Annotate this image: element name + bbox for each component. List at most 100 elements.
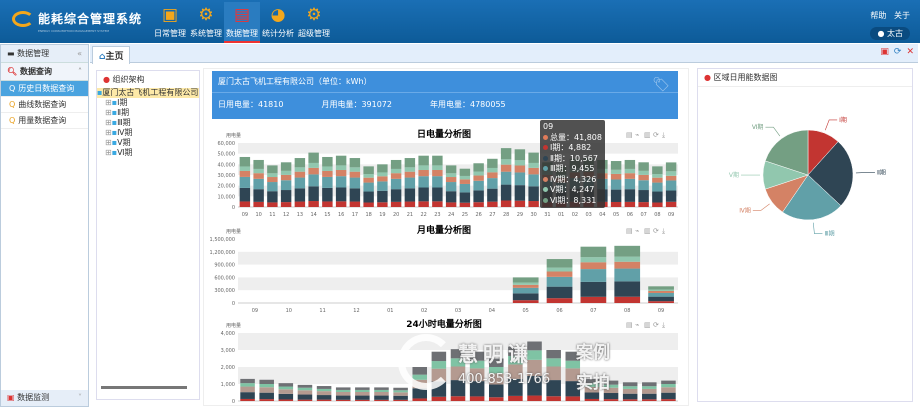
bar-segment[interactable] bbox=[404, 188, 416, 202]
bar-segment[interactable] bbox=[404, 171, 416, 178]
bar-segment[interactable] bbox=[508, 364, 523, 379]
bar-segment[interactable] bbox=[267, 177, 278, 183]
bar-segment[interactable] bbox=[624, 173, 636, 179]
bar-segment[interactable] bbox=[603, 387, 619, 394]
bar-segment[interactable] bbox=[500, 184, 512, 201]
bar-segment[interactable] bbox=[508, 378, 523, 396]
bar-segment[interactable] bbox=[508, 355, 523, 365]
line-icon[interactable]: ⌁ bbox=[635, 321, 639, 329]
bar-segment[interactable] bbox=[546, 286, 573, 299]
bar-segment[interactable] bbox=[652, 177, 663, 183]
bar-segment[interactable] bbox=[648, 286, 674, 290]
collapse-icon[interactable]: « bbox=[77, 49, 82, 58]
bar-segment[interactable] bbox=[512, 287, 539, 294]
bar-segment[interactable] bbox=[487, 167, 498, 173]
restore-icon[interactable]: ⟳ bbox=[653, 321, 659, 329]
bar-segment[interactable] bbox=[648, 290, 674, 293]
bar-segment[interactable] bbox=[450, 349, 466, 359]
tree-node[interactable]: ⊞▪Ⅵ期 bbox=[97, 148, 199, 158]
bar-segment[interactable] bbox=[546, 380, 561, 397]
bar-segment[interactable] bbox=[280, 202, 292, 207]
bar-segment[interactable] bbox=[661, 399, 676, 401]
bar-segment[interactable] bbox=[335, 387, 351, 390]
bar-segment[interactable] bbox=[445, 191, 457, 203]
bar-segment[interactable] bbox=[528, 152, 539, 163]
bar-segment[interactable] bbox=[253, 178, 264, 190]
bar-segment[interactable] bbox=[488, 367, 504, 374]
tree-node[interactable]: ⊞▪Ⅱ期 bbox=[97, 108, 199, 118]
bar-segment[interactable] bbox=[500, 159, 512, 165]
bar-segment[interactable] bbox=[546, 298, 573, 303]
bar-segment[interactable] bbox=[267, 202, 278, 207]
bar-segment[interactable] bbox=[335, 395, 351, 400]
bar-segment[interactable] bbox=[445, 173, 457, 178]
bar-segment[interactable] bbox=[546, 276, 573, 287]
tree-node[interactable]: ⊞▪Ⅳ期 bbox=[97, 128, 199, 138]
bar-segment[interactable] bbox=[335, 176, 347, 188]
bar-segment[interactable] bbox=[335, 391, 351, 396]
bar-segment[interactable] bbox=[418, 165, 429, 170]
bar-segment[interactable] bbox=[603, 399, 619, 401]
bar-segment[interactable] bbox=[280, 180, 292, 191]
bar-segment[interactable] bbox=[374, 395, 389, 400]
bar-segment[interactable] bbox=[473, 175, 484, 181]
bar-segment[interactable] bbox=[393, 395, 408, 400]
data-view-icon[interactable]: ▤ bbox=[626, 321, 633, 329]
bar-segment[interactable] bbox=[335, 169, 347, 177]
horizontal-scrollbar[interactable] bbox=[101, 386, 187, 389]
bar-segment[interactable] bbox=[355, 387, 370, 390]
bar-segment[interactable] bbox=[322, 166, 333, 171]
bar-segment[interactable] bbox=[259, 387, 274, 393]
bar-segment[interactable] bbox=[642, 399, 657, 401]
bar-segment[interactable] bbox=[377, 181, 388, 191]
bar-segment[interactable] bbox=[297, 399, 313, 401]
bar-segment[interactable] bbox=[418, 155, 429, 166]
bar-segment[interactable] bbox=[514, 160, 526, 166]
bar-segment[interactable] bbox=[297, 387, 313, 391]
bar-segment[interactable] bbox=[603, 384, 619, 388]
bar-segment[interactable] bbox=[665, 180, 677, 191]
bar-segment[interactable] bbox=[622, 382, 638, 387]
sidebar-header[interactable]: ▬ 数据管理 « bbox=[1, 45, 88, 63]
bar-segment[interactable] bbox=[512, 293, 539, 301]
bar-segment[interactable] bbox=[652, 191, 663, 203]
bar-segment[interactable] bbox=[580, 296, 607, 303]
bar-segment[interactable] bbox=[297, 384, 313, 388]
bar-segment[interactable] bbox=[469, 360, 485, 369]
nav-data[interactable]: ▤ 数据管理 bbox=[224, 2, 260, 43]
bar-segment[interactable] bbox=[527, 376, 542, 396]
bar-segment[interactable] bbox=[622, 388, 638, 394]
bar-segment[interactable] bbox=[514, 149, 526, 161]
bar-segment[interactable] bbox=[500, 171, 512, 185]
bar-segment[interactable] bbox=[267, 191, 278, 203]
bar-segment[interactable] bbox=[584, 392, 600, 399]
bar-segment[interactable] bbox=[546, 267, 573, 272]
bar-segment[interactable] bbox=[363, 177, 374, 183]
bar-segment[interactable] bbox=[418, 187, 429, 202]
tree-root[interactable]: ▪厦门太古飞机工程有限公司 bbox=[97, 88, 199, 98]
about-link[interactable]: 关于 bbox=[894, 11, 910, 20]
bar-segment[interactable] bbox=[267, 165, 278, 174]
bar-segment[interactable] bbox=[580, 246, 607, 258]
bar-segment[interactable] bbox=[335, 187, 347, 202]
bar-segment[interactable] bbox=[610, 169, 622, 174]
bar-segment[interactable] bbox=[297, 394, 313, 400]
bar-segment[interactable] bbox=[308, 167, 319, 175]
bar-segment[interactable] bbox=[322, 170, 333, 177]
bar-segment[interactable] bbox=[349, 158, 361, 168]
bar-segment[interactable] bbox=[445, 165, 457, 174]
bar-segment[interactable] bbox=[473, 190, 484, 203]
bar-segment[interactable] bbox=[253, 159, 264, 169]
bar-segment[interactable] bbox=[614, 296, 641, 303]
bar-segment[interactable] bbox=[565, 381, 581, 397]
bar-segment[interactable] bbox=[412, 367, 428, 375]
bar-segment[interactable] bbox=[431, 396, 447, 401]
bar-segment[interactable] bbox=[459, 175, 471, 180]
bar-segment[interactable] bbox=[432, 187, 443, 202]
bar-segment[interactable] bbox=[584, 383, 600, 387]
bar-segment[interactable] bbox=[450, 358, 466, 367]
bar-segment[interactable] bbox=[624, 178, 636, 190]
bar-segment[interactable] bbox=[239, 170, 251, 177]
bar-segment[interactable] bbox=[624, 189, 636, 202]
bar-segment[interactable] bbox=[665, 162, 677, 172]
